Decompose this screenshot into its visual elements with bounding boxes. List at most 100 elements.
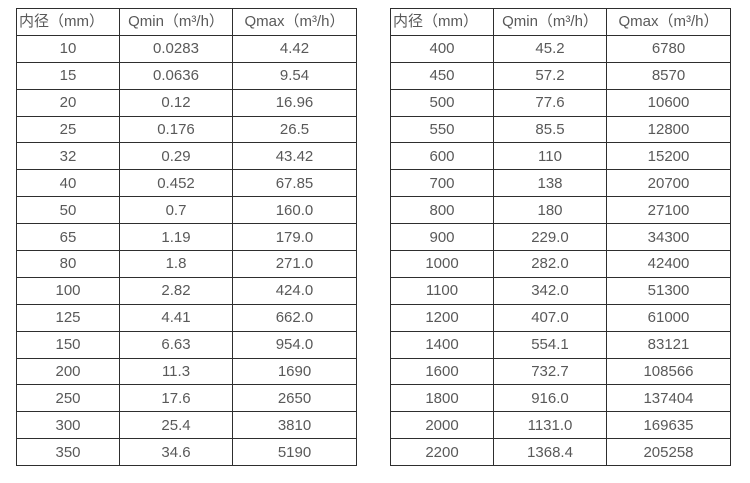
table-row: 50 0.7 160.0	[16, 196, 357, 225]
table-cell: 50	[16, 196, 120, 225]
table-cell: 700	[390, 169, 494, 198]
table-cell: 205258	[606, 438, 731, 467]
column-header: Qmax（m³/h）	[606, 8, 731, 36]
table-cell: 26.5	[232, 115, 357, 144]
table-row: 1000 282.0 42400	[390, 250, 731, 278]
table-cell: 20	[16, 88, 120, 117]
table-row: 550 85.5 12800	[390, 115, 731, 144]
table-cell: 0.176	[119, 115, 233, 144]
table-cell: 40	[16, 169, 120, 198]
table-row: 32 0.29 43.42	[16, 142, 357, 171]
table-cell: 9.54	[232, 61, 357, 90]
table-cell: 16.96	[232, 88, 357, 117]
table-cell: 42400	[606, 250, 731, 278]
table-cell: 250	[16, 384, 120, 413]
table-cell: 1800	[390, 384, 494, 413]
table-cell: 25.4	[119, 411, 233, 440]
table-cell: 342.0	[493, 276, 607, 305]
table-cell: 12800	[606, 115, 731, 144]
table-cell: 85.5	[493, 115, 607, 144]
table-row: 1600 732.7 108566	[390, 357, 731, 386]
table-cell: 11.3	[119, 357, 233, 386]
table-cell: 1368.4	[493, 438, 607, 467]
table-cell: 77.6	[493, 88, 607, 117]
table-cell: 424.0	[232, 276, 357, 305]
table-cell: 1200	[390, 303, 494, 332]
column-header: 内径（mm）	[390, 8, 494, 36]
table-cell: 61000	[606, 303, 731, 332]
table-cell: 80	[16, 250, 120, 278]
table-row: 700 138 20700	[390, 169, 731, 198]
table-cell: 10600	[606, 88, 731, 117]
table-cell: 8570	[606, 61, 731, 90]
table-cell: 450	[390, 61, 494, 90]
header-row: 内径（mm） Qmin（m³/h） Qmax（m³/h）	[390, 8, 731, 36]
table-cell: 6.63	[119, 330, 233, 359]
table-cell: 554.1	[493, 330, 607, 359]
table-cell: 954.0	[232, 330, 357, 359]
table-row: 900 229.0 34300	[390, 223, 731, 252]
table-cell: 15200	[606, 142, 731, 171]
table-cell: 6780	[606, 34, 731, 63]
table-cell: 43.42	[232, 142, 357, 171]
table-cell: 550	[390, 115, 494, 144]
table-cell: 160.0	[232, 196, 357, 225]
table-cell: 150	[16, 330, 120, 359]
table-cell: 732.7	[493, 357, 607, 386]
table-cell: 180	[493, 196, 607, 225]
table-row: 250 17.6 2650	[16, 384, 357, 413]
table-cell: 0.0636	[119, 61, 233, 90]
table-cell: 20700	[606, 169, 731, 198]
table-cell: 2000	[390, 411, 494, 440]
table-cell: 407.0	[493, 303, 607, 332]
table-row: 800 180 27100	[390, 196, 731, 225]
column-header: Qmin（m³/h）	[493, 8, 607, 36]
table-cell: 25	[16, 115, 120, 144]
table-cell: 200	[16, 357, 120, 386]
table-cell: 0.0283	[119, 34, 233, 63]
table-row: 20 0.12 16.96	[16, 88, 357, 117]
table-cell: 108566	[606, 357, 731, 386]
header-row: 内径（mm） Qmin（m³/h） Qmax（m³/h）	[16, 8, 357, 36]
table-cell: 0.29	[119, 142, 233, 171]
table-cell: 500	[390, 88, 494, 117]
table-cell: 1.8	[119, 250, 233, 278]
table-cell: 1600	[390, 357, 494, 386]
table-cell: 137404	[606, 384, 731, 413]
table-row: 350 34.6 5190	[16, 438, 357, 467]
table-cell: 1400	[390, 330, 494, 359]
table-cell: 400	[390, 34, 494, 63]
column-header: Qmin（m³/h）	[119, 8, 233, 36]
table-cell: 15	[16, 61, 120, 90]
table-cell: 51300	[606, 276, 731, 305]
table-cell: 110	[493, 142, 607, 171]
table-cell: 179.0	[232, 223, 357, 252]
table-row: 2200 1368.4 205258	[390, 438, 731, 467]
table-row: 1800 916.0 137404	[390, 384, 731, 413]
table-cell: 350	[16, 438, 120, 467]
table-cell: 229.0	[493, 223, 607, 252]
table-row: 600 110 15200	[390, 142, 731, 171]
table-cell: 1100	[390, 276, 494, 305]
table-cell: 0.12	[119, 88, 233, 117]
table-cell: 34.6	[119, 438, 233, 467]
table-row: 450 57.2 8570	[390, 61, 731, 90]
table-cell: 138	[493, 169, 607, 198]
column-header: Qmax（m³/h）	[232, 8, 357, 36]
table-cell: 2650	[232, 384, 357, 413]
table-cell: 300	[16, 411, 120, 440]
table-cell: 800	[390, 196, 494, 225]
table-cell: 916.0	[493, 384, 607, 413]
table-cell: 3810	[232, 411, 357, 440]
table-cell: 4.41	[119, 303, 233, 332]
table-row: 80 1.8 271.0	[16, 250, 357, 278]
table-row: 25 0.176 26.5	[16, 115, 357, 144]
table-cell: 0.452	[119, 169, 233, 198]
table-cell: 17.6	[119, 384, 233, 413]
table-cell: 900	[390, 223, 494, 252]
table-cell: 282.0	[493, 250, 607, 278]
flow-range-table-small-diameters: 内径（mm） Qmin（m³/h） Qmax（m³/h） 10 0.0283 4.42 1…	[16, 8, 357, 467]
table-cell: 0.7	[119, 196, 233, 225]
table-row: 1100 342.0 51300	[390, 276, 731, 305]
table-cell: 45.2	[493, 34, 607, 63]
